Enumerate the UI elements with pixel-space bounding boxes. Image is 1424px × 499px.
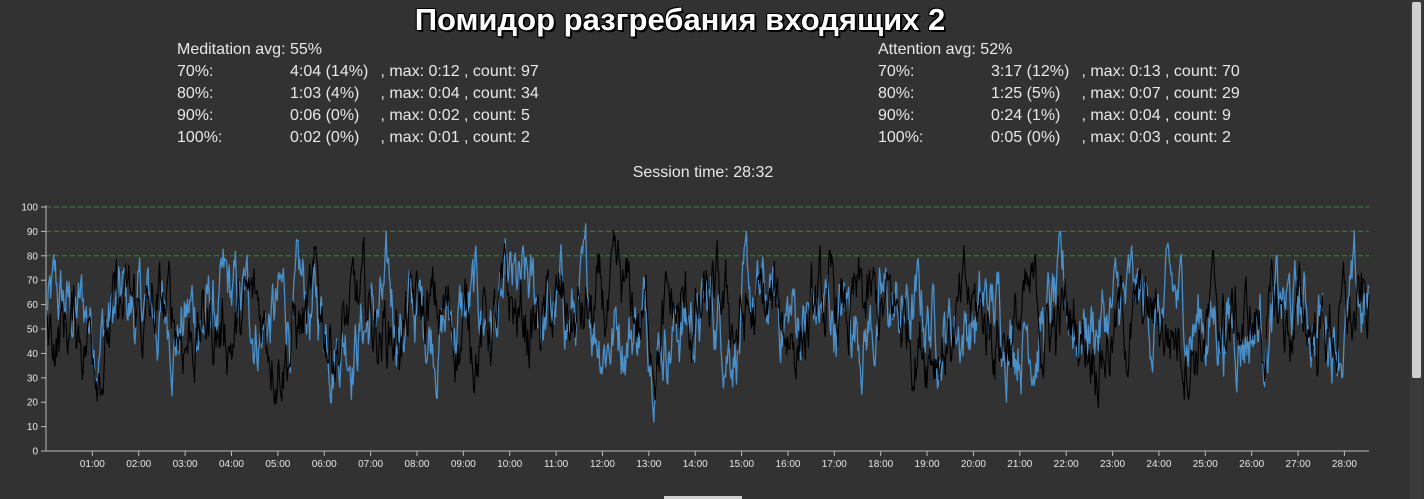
- x-tick: 09:00: [451, 451, 476, 470]
- x-tick-label: 13:00: [636, 459, 661, 470]
- meditation-row-70: 70%: 4:04 (14%) , max: 0:12 , count: 97: [177, 63, 539, 80]
- attention-row-80: 80%: 1:25 (5%) , max: 0:07 , count: 29: [878, 85, 1240, 102]
- x-tick: 25:00: [1193, 451, 1218, 470]
- x-tick-label: 27:00: [1286, 459, 1311, 470]
- y-tick-label: 100: [21, 203, 38, 214]
- y-tick: 90: [27, 227, 46, 238]
- x-tick: 17:00: [822, 451, 847, 470]
- x-tick: 20:00: [961, 451, 986, 470]
- y-tick-label: 50: [27, 325, 39, 336]
- x-tick-label: 15:00: [729, 459, 754, 470]
- x-tick-label: 28:00: [1332, 459, 1357, 470]
- y-tick-label: 30: [27, 373, 39, 384]
- x-tick: 04:00: [219, 451, 244, 470]
- x-tick-label: 19:00: [915, 459, 940, 470]
- x-tick: 28:00: [1332, 451, 1357, 470]
- x-tick-label: 17:00: [822, 459, 847, 470]
- x-tick: 18:00: [868, 451, 894, 470]
- y-tick-label: 60: [27, 300, 39, 311]
- y-tick: 0: [32, 447, 46, 458]
- scrollbar-thumb[interactable]: [1412, 2, 1421, 378]
- x-tick-label: 20:00: [961, 459, 986, 470]
- x-tick: 16:00: [775, 451, 801, 470]
- x-tick: 11:00: [544, 451, 569, 470]
- x-tick: 26:00: [1239, 451, 1265, 470]
- attention-avg: Attention avg: 52%: [878, 41, 1013, 58]
- y-tick: 60: [27, 300, 46, 311]
- x-tick: 06:00: [312, 451, 337, 470]
- attention-row-100: 100%: 0:05 (0%) , max: 0:03 , count: 2: [878, 129, 1231, 146]
- x-tick: 13:00: [636, 451, 662, 470]
- x-tick: 05:00: [265, 451, 291, 470]
- meditation-row-100: 100%: 0:02 (0%) , max: 0:01 , count: 2: [177, 129, 530, 146]
- y-tick: 30: [27, 373, 46, 384]
- x-tick-label: 01:00: [80, 459, 105, 470]
- session-time: Session time: 28:32: [632, 164, 774, 181]
- x-tick-label: 24:00: [1146, 459, 1171, 470]
- y-tick: 10: [27, 422, 46, 433]
- x-tick-label: 05:00: [265, 459, 290, 470]
- x-tick: 27:00: [1286, 451, 1311, 470]
- x-tick: 15:00: [729, 451, 755, 470]
- x-tick: 21:00: [1007, 451, 1033, 470]
- y-tick: 100: [21, 203, 46, 214]
- y-tick-label: 20: [27, 398, 39, 409]
- x-tick-label: 21:00: [1007, 459, 1032, 470]
- x-tick-label: 26:00: [1239, 459, 1264, 470]
- y-tick: 80: [27, 251, 46, 262]
- x-tick-label: 25:00: [1193, 459, 1218, 470]
- x-tick: 23:00: [1100, 451, 1126, 470]
- x-tick-label: 09:00: [451, 459, 476, 470]
- x-tick-label: 16:00: [775, 459, 800, 470]
- x-tick-label: 18:00: [868, 459, 893, 470]
- meditation-row-80: 80%: 1:03 (4%) , max: 0:04 , count: 34: [177, 85, 539, 102]
- y-tick-label: 0: [32, 447, 38, 458]
- x-tick-label: 11:00: [544, 459, 569, 470]
- x-tick-label: 04:00: [219, 459, 244, 470]
- x-tick-label: 03:00: [173, 459, 198, 470]
- x-tick: 22:00: [1054, 451, 1079, 470]
- x-tick-label: 12:00: [590, 459, 615, 470]
- vertical-scrollbar[interactable]: [1410, 0, 1423, 499]
- x-tick: 14:00: [683, 451, 708, 470]
- x-tick-label: 14:00: [683, 459, 708, 470]
- x-tick-label: 06:00: [312, 459, 337, 470]
- x-tick-label: 22:00: [1054, 459, 1079, 470]
- y-tick-label: 70: [27, 276, 39, 287]
- y-tick-label: 80: [27, 251, 39, 262]
- y-tick-label: 40: [27, 349, 39, 360]
- x-tick-label: 08:00: [404, 459, 429, 470]
- x-tick: 19:00: [915, 451, 940, 470]
- x-tick-label: 23:00: [1100, 459, 1125, 470]
- attention-row-90: 90%: 0:24 (1%) , max: 0:04 , count: 9: [878, 107, 1231, 124]
- x-tick-label: 10:00: [497, 459, 522, 470]
- x-tick: 12:00: [590, 451, 615, 470]
- line-chart: 0 10 20 30 40 50 60 70 80 90 100 01:00 02:00 03:00 04:…: [21, 203, 1370, 470]
- y-tick: 40: [27, 349, 46, 360]
- y-tick: 50: [27, 325, 46, 336]
- x-tick-label: 07:00: [358, 459, 383, 470]
- x-tick-label: 02:00: [126, 459, 151, 470]
- y-tick-label: 10: [27, 422, 39, 433]
- chart-title: Помидор разгребания входящих 2: [414, 1, 946, 37]
- y-tick-label: 90: [27, 227, 39, 238]
- meditation-row-90: 90%: 0:06 (0%) , max: 0:02 , count: 5: [177, 107, 530, 124]
- x-tick: 01:00: [80, 451, 105, 470]
- x-tick: 10:00: [497, 451, 523, 470]
- y-tick: 70: [27, 276, 46, 287]
- horizontal-scrollbar-thumb[interactable]: [664, 496, 742, 499]
- series-line-1: [45, 229, 1370, 409]
- attention-stats: Attention avg: 52% 70%: 3:17 (12%) , max:…: [878, 39, 1240, 149]
- series-line-0: [45, 222, 1370, 423]
- x-tick: 24:00: [1146, 451, 1172, 470]
- x-tick: 07:00: [358, 451, 384, 470]
- meditation-avg: Meditation avg: 55%: [177, 41, 322, 58]
- attention-row-70: 70%: 3:17 (12%) , max: 0:13 , count: 70: [878, 63, 1240, 80]
- x-tick: 08:00: [404, 451, 430, 470]
- x-tick: 03:00: [173, 451, 198, 470]
- y-tick: 20: [27, 398, 46, 409]
- x-tick: 02:00: [126, 451, 152, 470]
- meditation-stats: Meditation avg: 55% 70%: 4:04 (14%) , max…: [177, 39, 539, 149]
